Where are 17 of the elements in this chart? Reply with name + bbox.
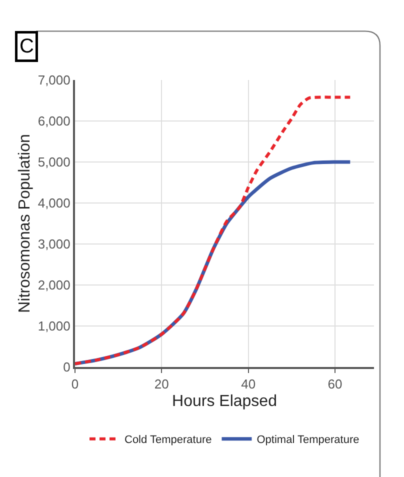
y-tick-label: 5,000 xyxy=(38,154,70,170)
y-tick-label: 0 xyxy=(63,360,70,375)
legend-label: Cold Temperature xyxy=(124,434,212,446)
x-axis-title: Hours Elapsed xyxy=(172,392,277,410)
y-tick-label: 1,000 xyxy=(38,318,70,334)
x-tick-label: 40 xyxy=(241,376,256,392)
y-axis-title: Nitrosomonas Population xyxy=(16,134,34,313)
y-tick-label: 4,000 xyxy=(38,196,70,211)
x-tick-label: 60 xyxy=(328,376,342,392)
y-tick-label: 6,000 xyxy=(38,114,70,129)
y-tick-label: 7,000 xyxy=(38,72,70,88)
y-tick-label: 2,000 xyxy=(38,278,70,293)
legend-label: Optimal Temperature xyxy=(256,434,360,446)
y-tick-label: 3,000 xyxy=(38,236,70,252)
text: C xyxy=(20,36,34,58)
line-series xyxy=(75,96,352,366)
x-tick-label: 20 xyxy=(154,376,169,392)
